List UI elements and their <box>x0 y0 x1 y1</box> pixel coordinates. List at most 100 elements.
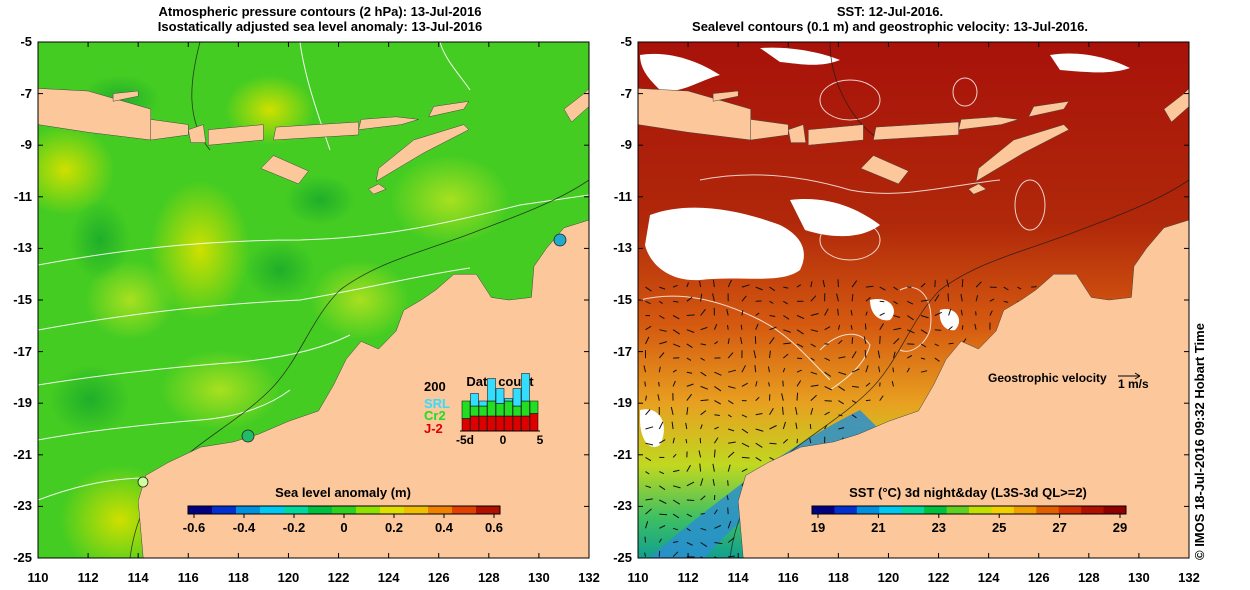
colorbar-swatch <box>1081 506 1105 514</box>
colorbar-swatch <box>1036 506 1060 514</box>
colorbar-tick-label: -0.6 <box>183 520 205 535</box>
data-count-bar <box>478 405 488 417</box>
lat-tick-label: -19 <box>13 395 32 411</box>
data-count-tick-start: -5d <box>456 433 474 447</box>
island-land <box>788 124 807 143</box>
lat-tick-label: -21 <box>613 446 632 462</box>
data-count-bar <box>487 415 496 432</box>
marker-south <box>137 476 149 488</box>
data-count-inset: Data count 200 SRL Cr2 J-2 -5d 0 5 <box>424 373 544 447</box>
colorbar-tick-label: -0.2 <box>283 520 305 535</box>
lon-tick-label: 112 <box>77 570 99 585</box>
colorbar-swatch <box>879 506 903 514</box>
data-count-bar <box>521 373 530 402</box>
colorbar-tick-label: 0 <box>340 520 347 535</box>
data-count-bar <box>470 405 479 417</box>
velocity-scale-arrowhead <box>1134 372 1141 380</box>
lon-tick-label: 120 <box>277 570 300 585</box>
colorbar-swatch <box>476 506 501 514</box>
data-count-bar <box>470 415 479 432</box>
colorbar-swatch <box>308 506 333 514</box>
lon-tick-label: 110 <box>27 570 49 585</box>
colorbar-tick-label: 27 <box>1052 520 1066 535</box>
legend-cr2: Cr2 <box>424 408 446 423</box>
lat-tick-label: -19 <box>613 395 632 411</box>
data-count-bar <box>529 400 539 414</box>
colorbar-swatch <box>428 506 453 514</box>
data-count-bar <box>512 405 522 417</box>
lat-tick-label: -15 <box>613 292 632 307</box>
data-count-max: 200 <box>424 379 446 394</box>
legend-j2: J-2 <box>424 421 443 436</box>
lon-tick-label: 122 <box>327 570 350 585</box>
data-count-title: Data count <box>466 374 534 389</box>
colorbar-tick-label: -0.4 <box>233 520 256 535</box>
data-count-tick-zero: 0 <box>500 433 507 447</box>
island-land <box>358 116 419 130</box>
lat-tick-label: -23 <box>13 498 32 514</box>
data-count-bar <box>504 398 513 402</box>
colorbar-swatch <box>834 506 858 514</box>
lon-tick-label: 114 <box>127 570 149 585</box>
island-land <box>208 124 264 146</box>
lon-tick-label: 114 <box>727 570 749 585</box>
island-land <box>188 124 207 143</box>
data-count-bar <box>495 403 505 417</box>
left-pressure-contours <box>38 42 589 501</box>
data-count-bar <box>478 415 488 432</box>
colorbar-swatch <box>284 506 309 514</box>
left-title-line2: Isostatically adjusted sea level anomaly… <box>157 19 483 34</box>
lon-tick-label: 126 <box>427 570 450 585</box>
data-count-bar <box>461 418 471 432</box>
lat-tick-label: -5 <box>20 34 32 49</box>
lat-tick-label: -15 <box>13 292 32 307</box>
island-land <box>712 90 739 102</box>
left-title-line1: Atmospheric pressure contours (2 hPa): 1… <box>158 4 482 19</box>
data-count-bar <box>487 378 496 402</box>
colorbar-tick-label: 0.4 <box>435 520 454 535</box>
island-land <box>112 90 139 102</box>
colorbar-swatch <box>188 506 213 514</box>
australia-land <box>737 219 1189 558</box>
velocity-scale: 1 m/s <box>1118 377 1149 391</box>
lon-tick-label: 130 <box>528 570 550 585</box>
colorbar-swatch <box>1013 506 1037 514</box>
colorbar-tick-label: 23 <box>932 520 946 535</box>
colorbar-tick-label: 29 <box>1113 520 1127 535</box>
data-count-tick-end: 5 <box>537 433 544 447</box>
lon-tick-label: 112 <box>677 570 699 585</box>
lat-tick-label: -9 <box>20 137 32 153</box>
data-count-bar <box>504 400 513 417</box>
left-colorbar: -0.6 -0.4 -0.2 0 0.2 0.4 0.6 <box>183 505 503 535</box>
colorbar-tick-label: 0.2 <box>385 520 403 535</box>
data-count-bar <box>487 400 496 417</box>
lon-tick-label: 118 <box>227 570 249 585</box>
colorbar-swatch <box>1058 506 1082 514</box>
marker-north <box>553 233 567 247</box>
lat-tick-label: -17 <box>613 343 632 359</box>
colorbar-swatch <box>356 506 381 514</box>
data-count-bar <box>461 400 471 419</box>
lat-tick-label: -21 <box>13 446 32 462</box>
colorbar-swatch <box>812 506 835 514</box>
island-land <box>975 124 1070 182</box>
lon-tick-label: 132 <box>578 570 600 585</box>
lat-tick-label: -7 <box>620 85 632 101</box>
lon-tick-label: 130 <box>1128 570 1150 585</box>
colorbar-swatch <box>404 506 429 514</box>
lon-tick-label: 124 <box>977 570 1000 585</box>
right-title-line2: Sealevel contours (0.1 m) and geostrophi… <box>692 19 1088 34</box>
data-count-bar <box>504 415 513 432</box>
right-title-line1: SST: 12-Jul-2016. <box>836 4 944 19</box>
colorbar-swatch <box>901 506 925 514</box>
lat-tick-label: -9 <box>620 137 632 153</box>
lon-tick-label: 128 <box>1077 570 1100 585</box>
island-land <box>808 124 864 146</box>
left-colorbar-label: Sea level anomaly (m) <box>275 485 411 500</box>
colorbar-swatch <box>212 506 237 514</box>
island-land <box>563 88 589 123</box>
colorbar-swatch <box>924 506 948 514</box>
colorbar-swatch <box>946 506 970 514</box>
lon-tick-label: 128 <box>477 570 500 585</box>
colorbar-swatch <box>452 506 477 514</box>
